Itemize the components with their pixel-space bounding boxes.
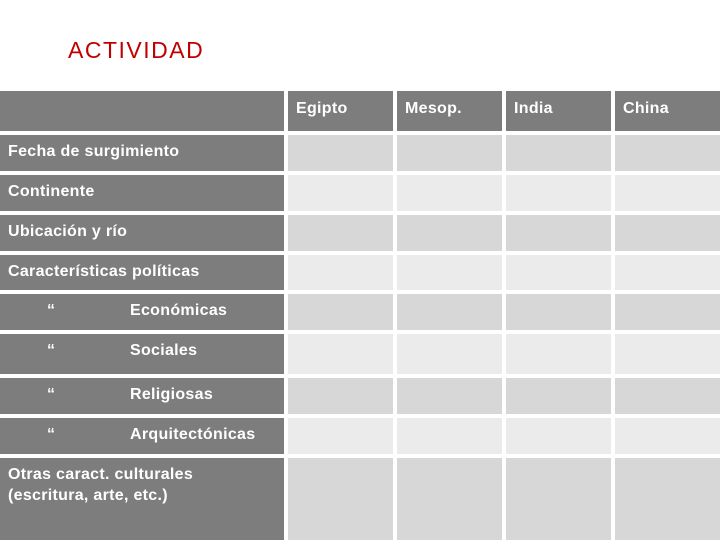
data-cell — [288, 215, 393, 251]
ditto-mark: “ — [47, 386, 56, 403]
data-cell — [506, 378, 611, 414]
data-cell — [288, 418, 393, 454]
data-cell — [397, 418, 502, 454]
column-header-india: India — [506, 91, 611, 131]
data-cell — [615, 135, 720, 171]
row-label: Continente — [0, 175, 284, 211]
data-cell — [397, 294, 502, 330]
data-cell — [397, 378, 502, 414]
data-cell — [397, 334, 502, 374]
data-cell — [288, 458, 393, 540]
row-label-text: Religiosas — [130, 386, 214, 403]
data-cell — [615, 458, 720, 540]
data-cell — [615, 378, 720, 414]
data-cell — [615, 334, 720, 374]
row-label-text: Sociales — [130, 342, 198, 359]
data-cell — [615, 294, 720, 330]
data-cell — [397, 255, 502, 290]
ditto-mark: “ — [47, 426, 56, 443]
column-header-china: China — [615, 91, 720, 131]
data-cell — [397, 215, 502, 251]
activity-table: Egipto Mesop. India China Fecha de surgi… — [0, 91, 720, 540]
data-cell — [288, 175, 393, 211]
row-label: Otras caract. culturales (escritura, art… — [0, 458, 284, 540]
data-cell — [506, 255, 611, 290]
row-label: Fecha de surgimiento — [0, 135, 284, 171]
data-cell — [397, 135, 502, 171]
row-label: “ Sociales — [0, 334, 284, 374]
row-label-text: Arquitectónicas — [130, 426, 256, 443]
data-cell — [506, 418, 611, 454]
data-cell — [288, 135, 393, 171]
data-cell — [397, 175, 502, 211]
data-cell — [506, 135, 611, 171]
row-label: Ubicación y río — [0, 215, 284, 251]
data-cell — [506, 175, 611, 211]
data-cell — [506, 458, 611, 540]
row-label-text: Económicas — [130, 302, 228, 319]
data-cell — [615, 175, 720, 211]
data-cell — [615, 255, 720, 290]
data-cell — [288, 334, 393, 374]
page-title: ACTIVIDAD — [68, 37, 205, 63]
ditto-mark: “ — [47, 302, 56, 319]
data-cell — [615, 215, 720, 251]
data-cell — [506, 215, 611, 251]
data-cell — [615, 418, 720, 454]
data-cell — [288, 378, 393, 414]
row-label: “ Económicas — [0, 294, 284, 330]
data-cell — [288, 294, 393, 330]
data-cell — [506, 334, 611, 374]
data-cell — [397, 458, 502, 540]
table-corner-cell — [0, 91, 284, 131]
column-header-egipto: Egipto — [288, 91, 393, 131]
ditto-mark: “ — [47, 342, 56, 359]
column-header-mesop: Mesop. — [397, 91, 502, 131]
data-cell — [288, 255, 393, 290]
row-label: “ Religiosas — [0, 378, 284, 414]
row-label: Características políticas — [0, 255, 284, 290]
data-cell — [506, 294, 611, 330]
row-label: “ Arquitectónicas — [0, 418, 284, 454]
